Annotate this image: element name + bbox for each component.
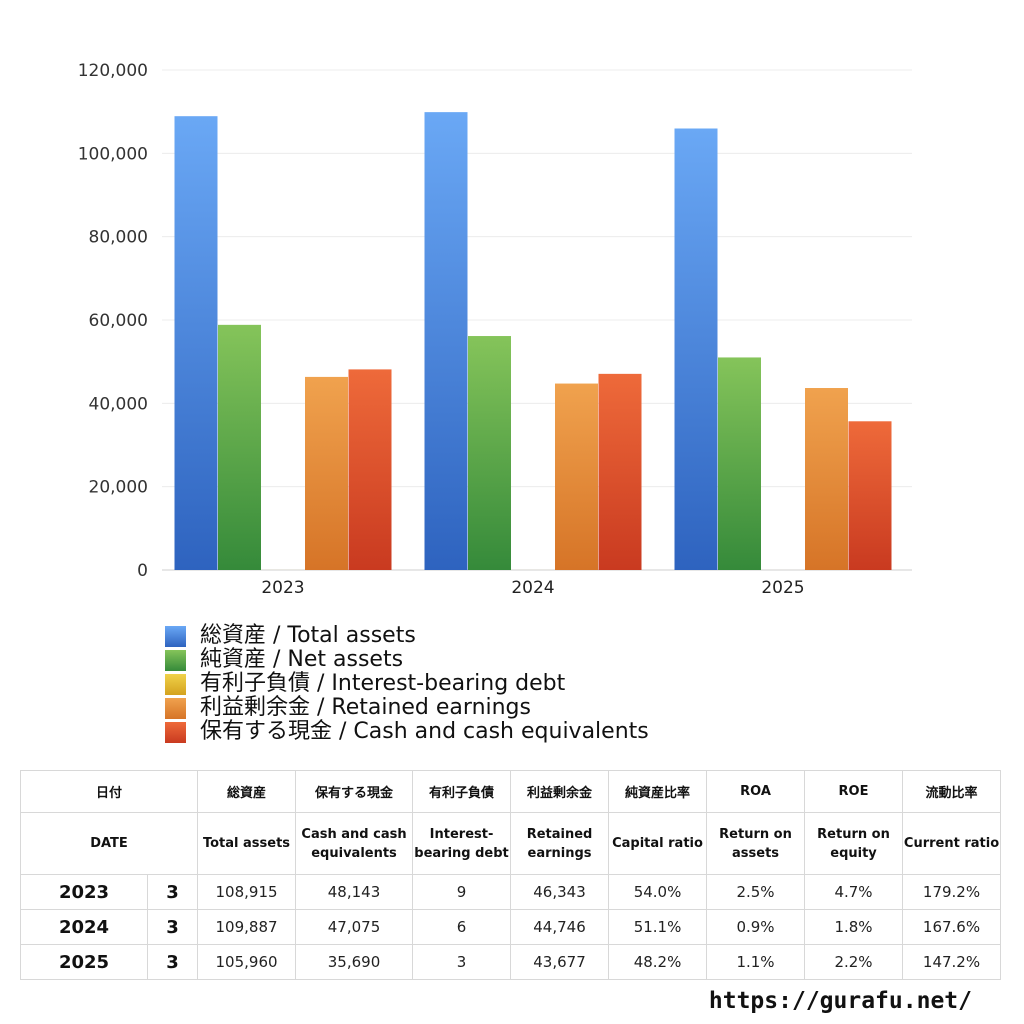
legend-item-retained-earnings: 利益剰余金 / Retained earnings [165,696,649,720]
chart-svg: 020,00040,00060,00080,000100,000120,000 … [78,61,912,598]
bar-2023-series-0 [174,116,218,570]
header-cash-en: Cash and cash equivalents [295,812,414,875]
legend-label-cash: 保有する現金 / Cash and cash equivalents [200,719,649,744]
table-header-row-en: DATE Total assets Cash and cash equivale… [19,812,1002,875]
cell-retained: 46,343 [510,874,610,910]
y-tick-label: 100,000 [78,144,148,164]
cell-debt: 6 [412,909,512,945]
legend-swatch-net-assets [165,649,186,671]
legend-label-interest-bearing-debt: 有利子負債 / Interest-bearing debt [200,671,566,696]
cell-month: 3 [146,909,199,945]
cell-cash: 35,690 [295,944,414,980]
cell-roe: 4.7% [804,874,904,910]
bar-2024-series-3 [555,383,598,570]
header-roa-jp: ROA [706,770,806,813]
cell-current-ratio: 179.2% [902,874,1002,910]
y-tick-label: 0 [137,561,148,581]
legend-swatch-retained-earnings [165,697,186,719]
y-tick-label: 120,000 [78,61,148,81]
header-total-assets-en: Total assets [197,812,297,875]
header-total-assets-jp: 総資産 [197,770,297,813]
cell-roe: 2.2% [804,944,904,980]
legend-item-net-assets: 純資産 / Net assets [165,648,649,672]
legend-item-cash: 保有する現金 / Cash and cash equivalents [165,720,649,744]
header-date-en: DATE [19,812,199,875]
cell-roa: 1.1% [706,944,806,980]
cell-total-assets: 105,960 [197,944,297,980]
table-row: 2023 3 108,915 48,143 9 46,343 54.0% 2.5… [20,874,1002,910]
table-row: 2025 3 105,960 35,690 3 43,677 48.2% 1.1… [20,944,1002,980]
header-capital-ratio-jp: 純資産比率 [608,770,708,813]
cell-capital-ratio: 54.0% [608,874,708,910]
header-current-ratio-en: Current ratio [902,812,1002,875]
y-tick-label: 60,000 [89,311,148,331]
x-tick-label: 2025 [761,578,804,598]
cell-capital-ratio: 51.1% [608,909,708,945]
bars [174,112,892,570]
legend-swatch-interest-bearing-debt [165,673,186,695]
bar-2025-series-0 [674,128,718,570]
y-tick-label: 40,000 [89,394,148,414]
x-tick-label: 2024 [511,578,554,598]
x-axis-ticks: 2023 2024 2025 [261,578,804,598]
cell-capital-ratio: 48.2% [608,944,708,980]
header-roe-en: Return on equity [804,812,904,875]
header-retained-jp: 利益剰余金 [510,770,610,813]
bar-2024-series-4 [598,373,642,570]
header-roa-en: Return on assets [706,812,806,875]
legend-item-interest-bearing-debt: 有利子負債 / Interest-bearing debt [165,672,649,696]
site-url[interactable]: https://gurafu.net/ [708,988,972,1014]
cell-total-assets: 109,887 [197,909,297,945]
cell-cash: 48,143 [295,874,414,910]
bar-2024-series-1 [468,336,511,570]
cell-current-ratio: 167.6% [902,909,1002,945]
cell-current-ratio: 147.2% [902,944,1002,980]
financial-table: 日付 総資産 保有する現金 有利子負債 利益剰余金 純資産比率 ROA ROE … [19,770,1002,980]
cell-month: 3 [146,944,199,980]
cell-roa: 2.5% [706,874,806,910]
header-debt-jp: 有利子負債 [412,770,512,813]
cell-year: 2023 [20,874,148,910]
table-header-row-jp: 日付 総資産 保有する現金 有利子負債 利益剰余金 純資産比率 ROA ROE … [19,770,1002,813]
cell-total-assets: 108,915 [197,874,297,910]
legend-label-net-assets: 純資産 / Net assets [200,647,404,672]
legend-label-total-assets: 総資産 / Total assets [200,623,416,648]
table-row: 2024 3 109,887 47,075 6 44,746 51.1% 0.9… [20,909,1002,945]
y-tick-label: 80,000 [89,228,148,248]
bar-2023-series-3 [305,376,348,570]
bar-2025-series-3 [805,388,848,570]
bar-chart: 0 20,000 40,000 60,000 80,000 100,000 120,000 … [78,61,912,598]
bar-2025-series-4 [848,421,892,570]
header-cash-jp: 保有する現金 [295,770,414,813]
cell-retained: 44,746 [510,909,610,945]
cell-cash: 47,075 [295,909,414,945]
y-tick-label: 20,000 [89,478,148,498]
cell-year: 2024 [20,909,148,945]
grid-lines [162,69,912,571]
cell-year: 2025 [20,944,148,980]
legend-item-total-assets: 総資産 / Total assets [165,624,649,648]
cell-roa: 0.9% [706,909,806,945]
chart-legend: 総資産 / Total assets 純資産 / Net assets 有利子負… [165,624,649,744]
header-roe-jp: ROE [804,770,904,813]
cell-debt: 3 [412,944,512,980]
x-tick-label: 2023 [261,578,304,598]
cell-debt: 9 [412,874,512,910]
header-current-ratio-jp: 流動比率 [902,770,1002,813]
header-capital-ratio-en: Capital ratio [608,812,708,875]
y-axis-ticks: 0 20,000 40,000 60,000 80,000 100,000 120,000 [78,61,148,581]
header-debt-en: Interest-bearing debt [412,812,512,875]
legend-label-retained-earnings: 利益剰余金 / Retained earnings [200,695,531,720]
bar-2025-series-1 [718,357,761,570]
bar-2024-series-0 [424,112,468,570]
header-retained-en: Retained earnings [510,812,610,875]
cell-month: 3 [146,874,199,910]
legend-swatch-total-assets [165,625,186,647]
header-date-jp: 日付 [19,770,199,813]
legend-swatch-cash [165,721,186,743]
bar-2023-series-4 [348,369,392,570]
cell-retained: 43,677 [510,944,610,980]
bar-2023-series-1 [218,324,261,570]
cell-roe: 1.8% [804,909,904,945]
